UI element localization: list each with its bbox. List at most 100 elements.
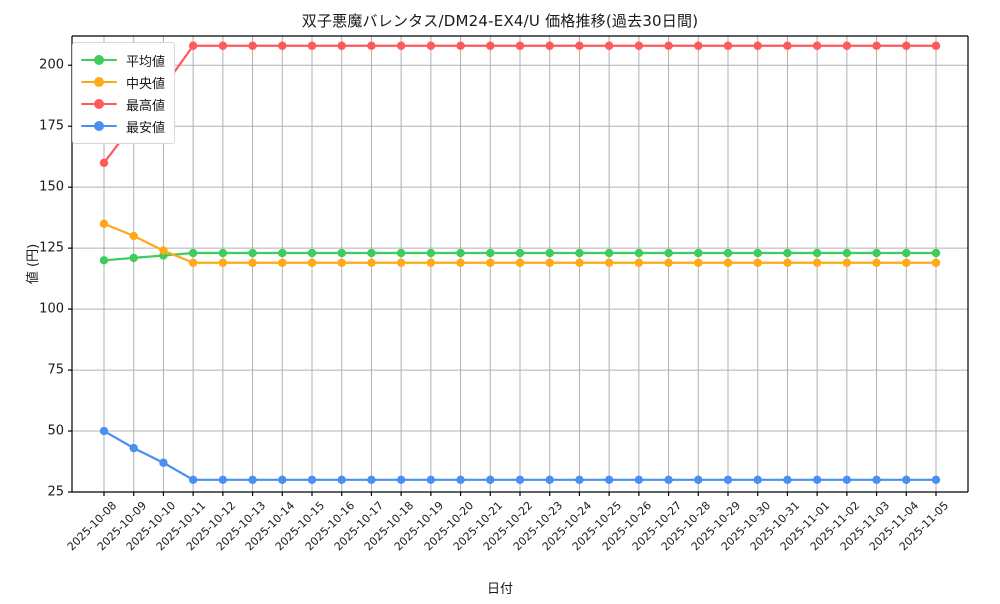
data-point [575,258,584,267]
data-point [902,258,911,267]
data-point [902,475,911,485]
data-point [812,41,822,50]
data-point [307,248,317,258]
data-point [694,248,703,258]
y-tick-label: 125 [39,240,64,256]
data-point [842,475,852,485]
y-tick-label: 25 [47,484,64,500]
data-point [753,41,762,50]
data-point [367,41,376,50]
y-tick-label: 200 [39,57,64,73]
legend-marker-icon [81,98,117,110]
data-point [842,41,852,50]
legend-item-2[interactable]: 最高値 [81,93,165,115]
data-point [515,248,525,258]
data-point [694,258,703,267]
data-point [545,248,554,258]
data-point [248,475,257,485]
data-point [278,41,287,50]
data-point [634,475,644,485]
legend-item-1[interactable]: 中央値 [81,71,165,93]
data-point [872,475,881,485]
data-point [188,475,198,485]
data-point [872,258,881,267]
data-point [545,475,554,485]
data-point [248,258,257,267]
data-point [278,475,287,485]
data-point [753,248,762,258]
data-point [248,248,257,258]
data-point [456,248,465,258]
data-point [129,231,138,241]
data-point [664,248,673,258]
data-point [694,41,703,50]
data-point [218,41,228,50]
data-point [664,41,673,50]
data-point [575,475,584,485]
data-point [723,258,733,267]
data-point [456,475,465,485]
data-point [426,248,436,258]
data-point [278,258,287,267]
data-point [337,475,346,485]
data-point [337,248,346,258]
data-point [188,41,198,50]
chart-title: 双子悪魔バレンタス/DM24-EX4/U 価格推移(過去30日間) [301,12,699,30]
data-point [931,258,941,267]
data-point [396,258,406,267]
data-point [604,475,614,485]
data-point [456,41,465,50]
data-point [188,248,198,258]
data-point [99,426,109,436]
data-point [783,41,792,50]
data-point [218,248,228,258]
data-point [456,258,465,267]
legend-item-label: 中央値 [126,76,166,92]
data-point [396,41,406,50]
data-point [872,248,881,258]
data-point [575,41,584,50]
data-point [931,41,941,50]
y-tick-label: 175 [39,118,64,134]
data-point [99,256,109,265]
y-tick-label: 150 [39,179,64,195]
data-point [337,41,346,50]
data-point [426,258,436,267]
legend-item-0[interactable]: 平均値 [81,49,165,71]
data-point [99,219,109,228]
data-point [604,248,614,258]
y-tick-label: 75 [47,362,64,378]
data-point [307,258,317,267]
data-point [188,258,198,267]
data-point [515,475,525,485]
data-point [575,248,584,258]
data-point [812,248,822,258]
data-point [783,475,792,485]
data-point [902,41,911,50]
data-point [604,41,614,50]
data-point [486,475,495,485]
data-point [218,475,228,485]
data-point [545,41,554,50]
data-point [426,475,436,485]
data-point [396,475,406,485]
data-point [753,475,762,485]
data-point [486,248,495,258]
legend-marker-icon [81,76,117,88]
data-point [931,248,941,258]
y-tick-label: 100 [39,301,64,317]
legend-item-label: 最高値 [126,98,166,114]
y-tick-label: 50 [47,423,64,439]
data-point [842,258,852,267]
data-point [278,248,287,258]
data-point [396,248,406,258]
data-point [872,41,881,50]
data-point [634,41,644,50]
legend-item-3[interactable]: 最安値 [81,115,165,137]
data-point [515,258,525,267]
chart-legend: 平均値中央値最高値 最安値 [72,42,176,144]
data-point [634,258,644,267]
data-point [367,475,376,485]
